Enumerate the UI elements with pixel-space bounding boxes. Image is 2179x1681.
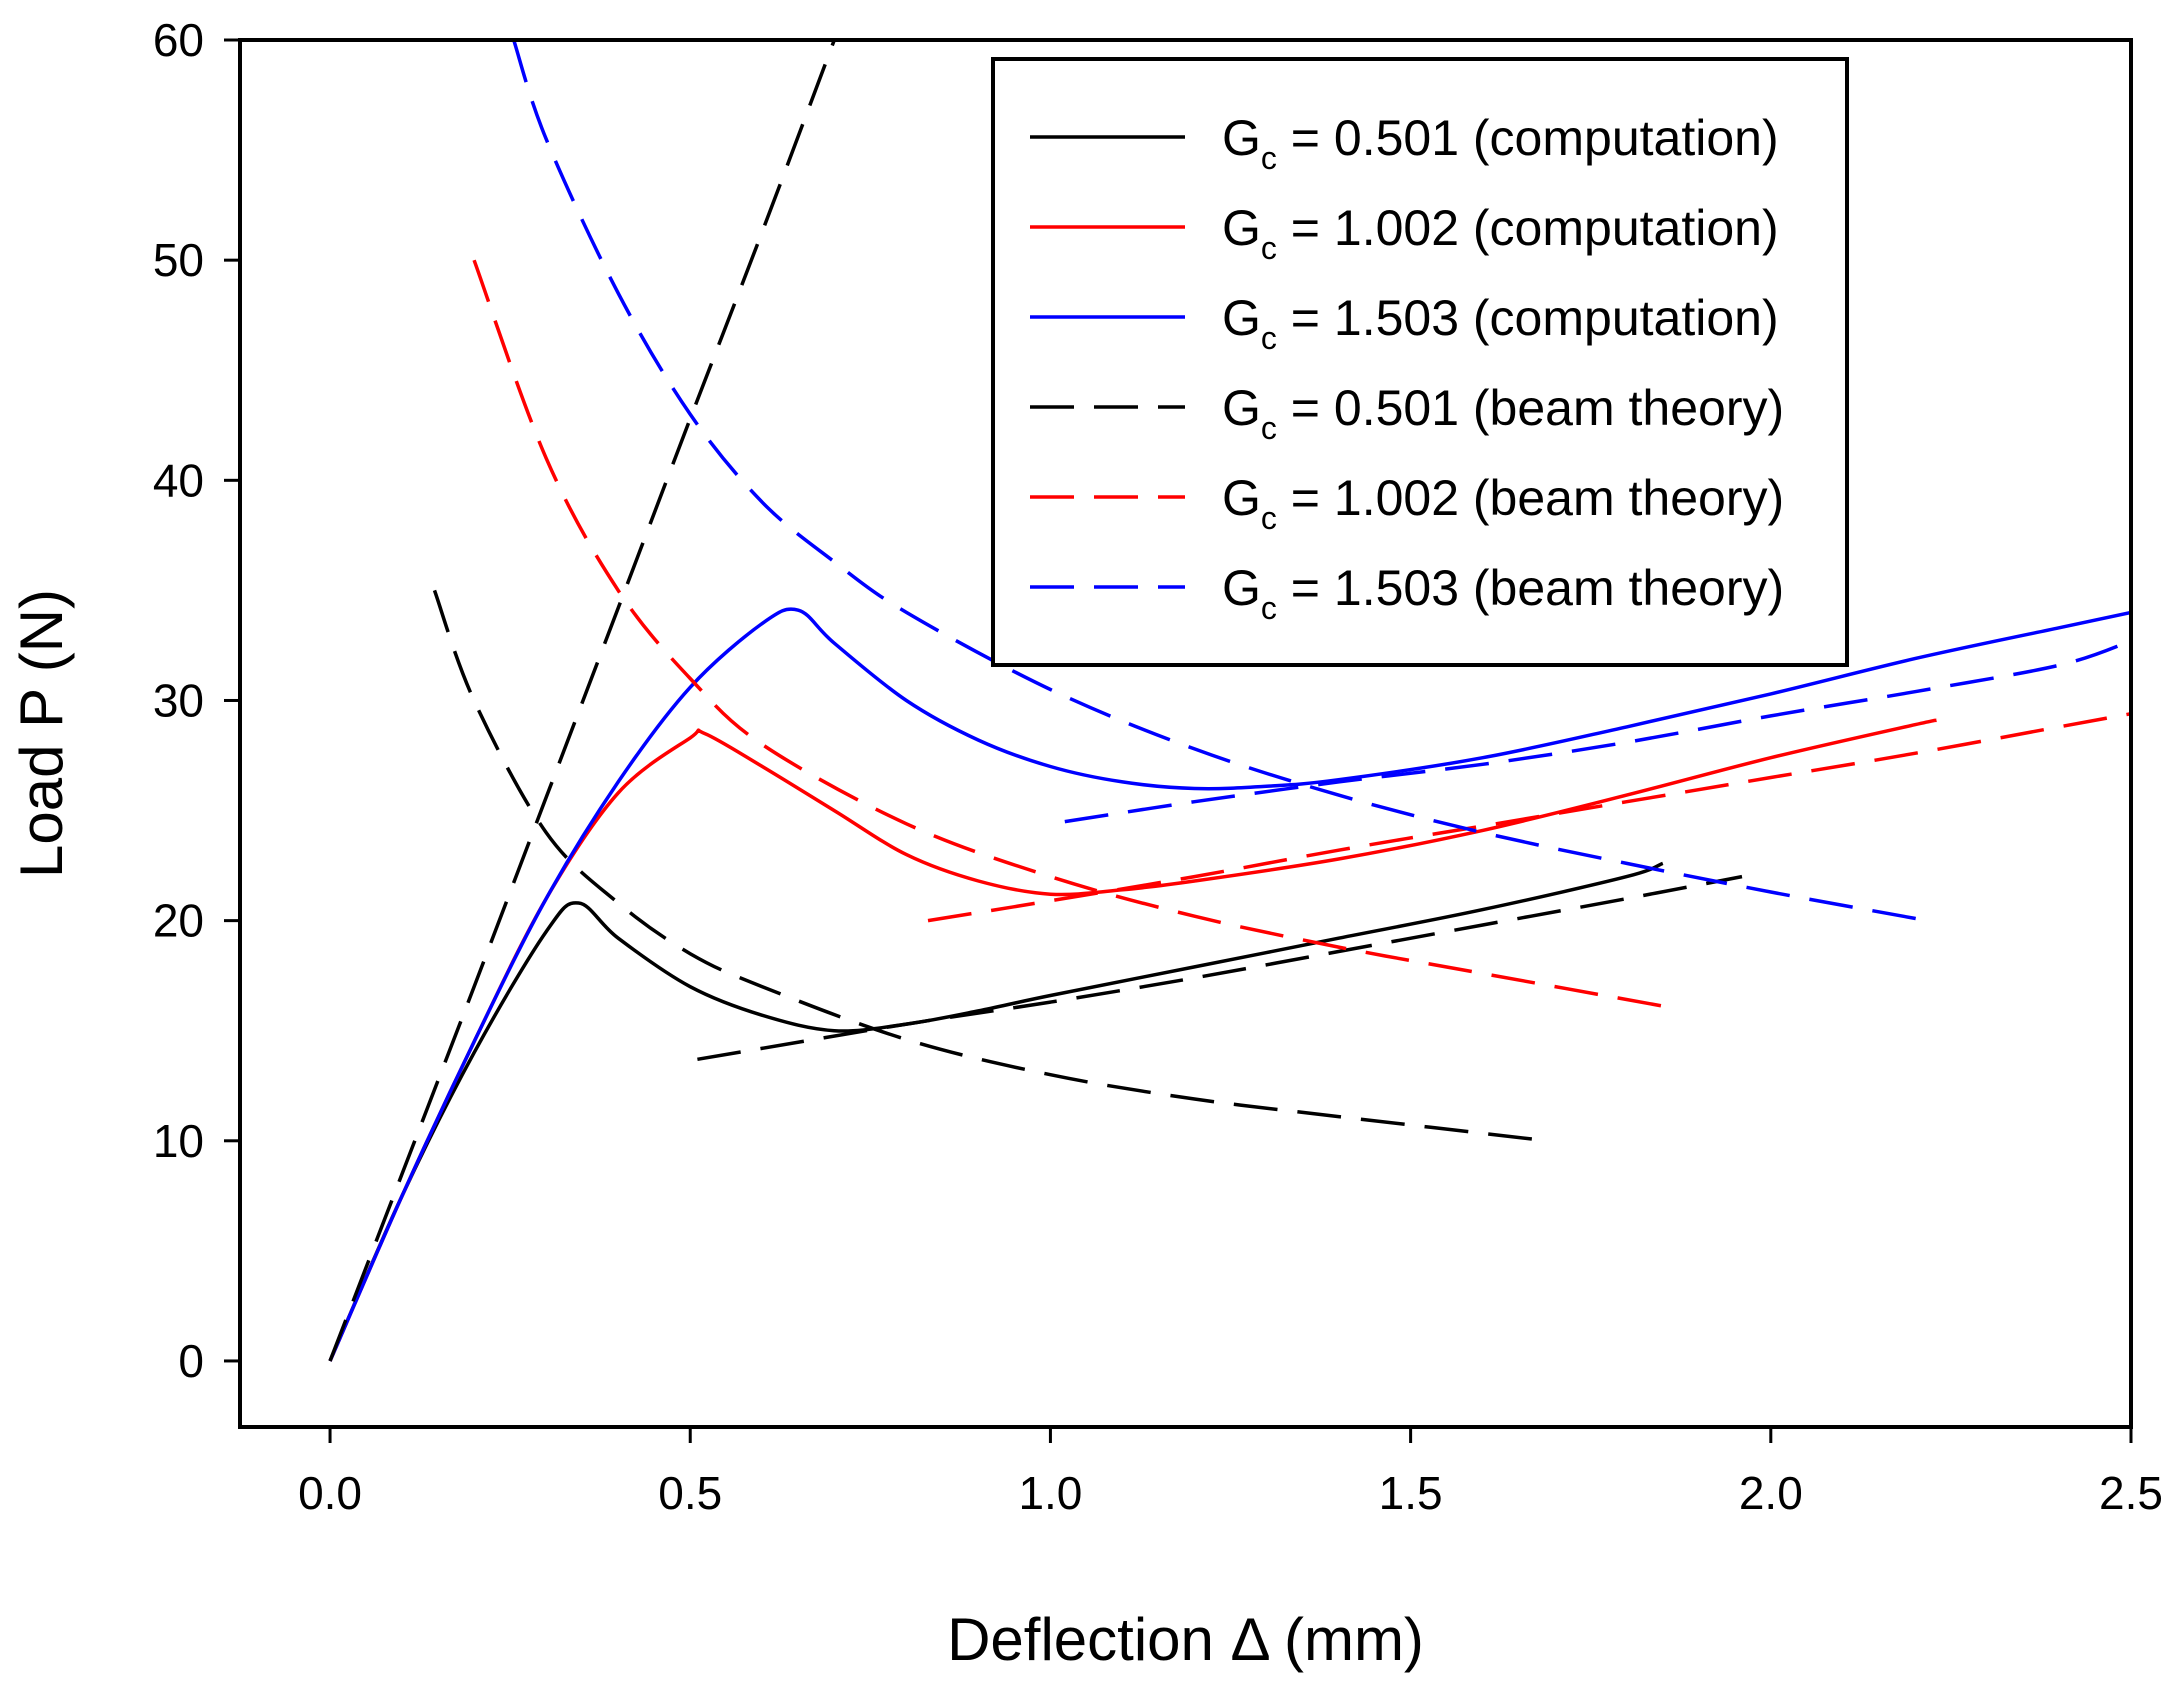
plot-frame bbox=[238, 38, 2133, 1429]
legend-label-symbol: G bbox=[1222, 110, 1261, 166]
series-line-gc-0-501-beam-theory-branch-3 bbox=[697, 874, 1743, 1062]
x-tick-label: 0.5 bbox=[658, 1467, 722, 1519]
legend-label-symbol: G bbox=[1222, 380, 1261, 436]
series-line-gc-1-503-beam-theory-branch-1 bbox=[512, 40, 1930, 923]
legend-label-subscript: c bbox=[1261, 230, 1277, 266]
x-tick-label: 2.0 bbox=[1739, 1467, 1803, 1519]
legend-label: Gc = 0.501 (computation) bbox=[1222, 110, 1779, 176]
y-tick-label: 20 bbox=[153, 895, 204, 947]
legend-label-text: = 1.002 (computation) bbox=[1277, 200, 1779, 256]
legend-label: Gc = 1.002 (computation) bbox=[1222, 200, 1779, 266]
y-tick-label: 40 bbox=[153, 454, 204, 506]
series-line-gc-0-501-computation bbox=[328, 861, 1664, 1362]
legend-label: Gc = 1.503 (beam theory) bbox=[1222, 560, 1784, 626]
series-line-gc-0-501-beam-theory-branch-2 bbox=[432, 589, 1548, 1143]
legend-label: Gc = 1.002 (beam theory) bbox=[1222, 470, 1784, 536]
x-tick-label: 1.5 bbox=[1379, 1467, 1443, 1519]
legend-label: Gc = 0.501 (beam theory) bbox=[1222, 380, 1784, 446]
legend: Gc = 0.501 (computation)Gc = 1.002 (comp… bbox=[991, 57, 1849, 667]
x-tick-label: 1.0 bbox=[1018, 1467, 1082, 1519]
y-tick-label: 30 bbox=[153, 674, 204, 726]
legend-label-text: = 0.501 (computation) bbox=[1277, 110, 1779, 166]
legend-label-symbol: G bbox=[1222, 560, 1261, 616]
legend-label-subscript: c bbox=[1261, 500, 1277, 536]
y-tick-label: 0 bbox=[178, 1335, 204, 1387]
legend-label-subscript: c bbox=[1261, 590, 1277, 626]
y-axis: 0 10 20 30 40 50 60 bbox=[153, 14, 240, 1387]
legend-box bbox=[991, 57, 1849, 667]
y-tick-label: 10 bbox=[153, 1115, 204, 1167]
legend-label-text: = 1.503 (computation) bbox=[1277, 290, 1779, 346]
legend-label-text: = 1.503 (beam theory) bbox=[1277, 560, 1784, 616]
legend-label-text: = 0.501 (beam theory) bbox=[1277, 380, 1784, 436]
y-tick-label: 50 bbox=[153, 234, 204, 286]
series-line-gc-1-002-beam-theory-branch-2 bbox=[927, 711, 2131, 923]
x-axis: 0.0 0.5 1.0 1.5 2.0 2.5 bbox=[298, 1427, 2163, 1519]
legend-label-subscript: c bbox=[1261, 140, 1277, 176]
series-line-gc-1-002-beam-theory-branch-1 bbox=[472, 259, 1678, 1011]
legend-label-symbol: G bbox=[1222, 470, 1261, 526]
legend-label-subscript: c bbox=[1261, 410, 1277, 446]
y-tick-label: 60 bbox=[153, 14, 204, 66]
series-line-gc-1-503-beam-theory-branch-2 bbox=[1064, 639, 2131, 824]
x-tick-label: 0.0 bbox=[298, 1467, 362, 1519]
series-line-gc-0-501-beam-theory-branch-1 bbox=[328, 40, 836, 1362]
y-axis-title: Load P (N) bbox=[8, 589, 75, 878]
x-tick-label: 2.5 bbox=[2099, 1467, 2163, 1519]
series-line-gc-1-503-computation bbox=[328, 607, 2131, 1362]
legend-label-text: = 1.002 (beam theory) bbox=[1277, 470, 1784, 526]
x-axis-title: Deflection Δ (mm) bbox=[947, 1606, 1424, 1673]
plot-series bbox=[328, 40, 2131, 1362]
legend-label: Gc = 1.503 (computation) bbox=[1222, 290, 1779, 356]
legend-label-subscript: c bbox=[1261, 320, 1277, 356]
legend-label-symbol: G bbox=[1222, 290, 1261, 346]
legend-label-symbol: G bbox=[1222, 200, 1261, 256]
